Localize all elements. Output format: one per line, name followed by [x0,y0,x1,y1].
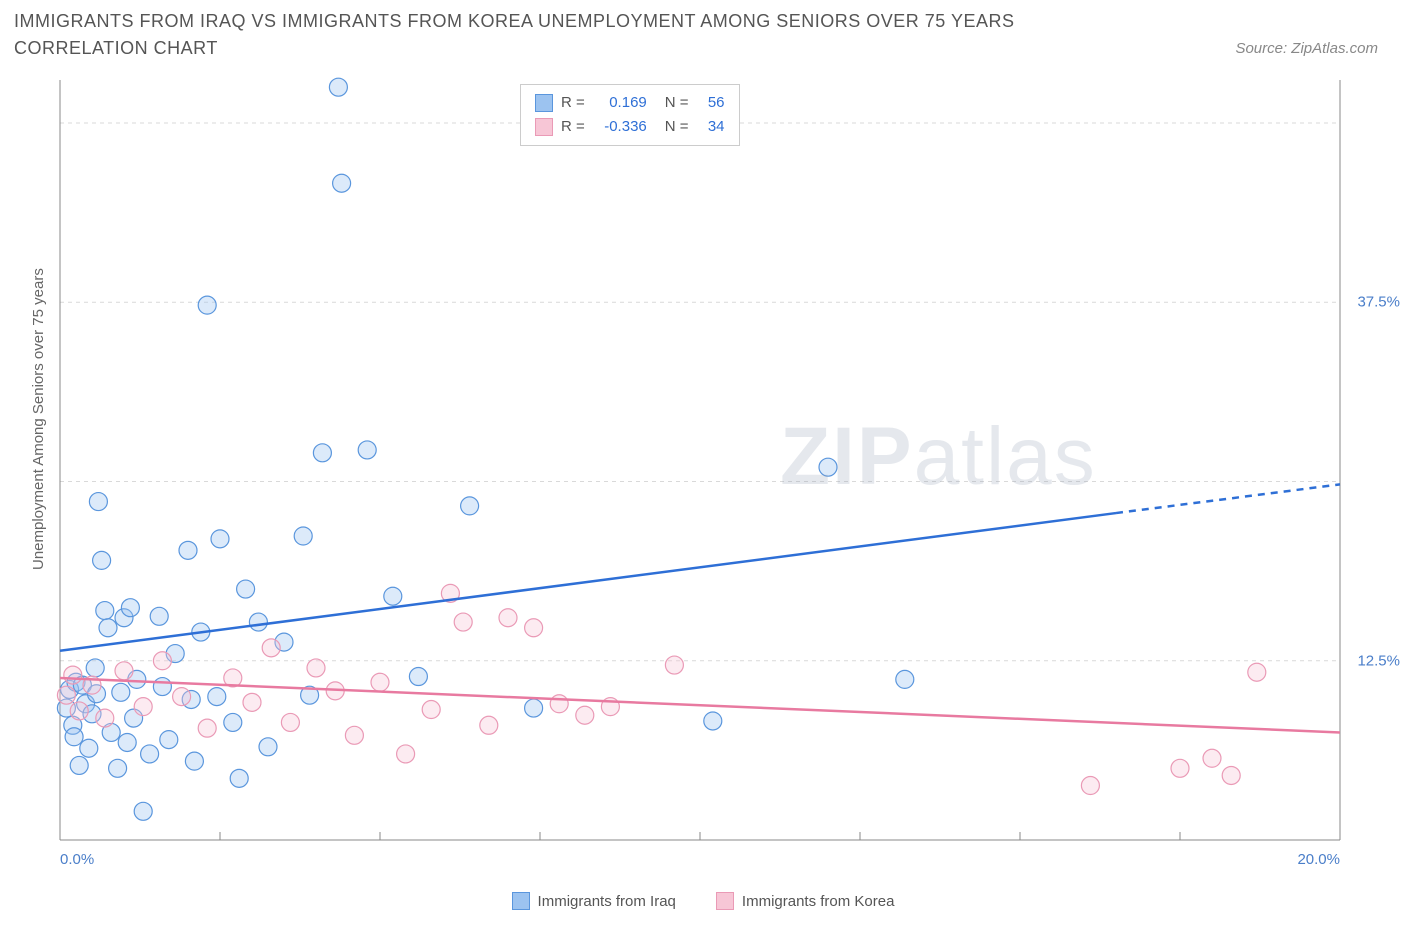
chart-title: IMMIGRANTS FROM IRAQ VS IMMIGRANTS FROM … [14,8,1114,62]
stat-n-label: N = [665,91,689,115]
legend-swatch [716,892,734,910]
legend-label: Immigrants from Iraq [538,893,676,910]
stat-n-value: 34 [697,115,725,139]
stat-r-label: R = [561,91,585,115]
bottom-legend: Immigrants from Iraq Immigrants from Kore… [0,892,1406,910]
stat-swatch [535,94,553,112]
stat-r-label: R = [561,115,585,139]
legend-item: Immigrants from Iraq [512,892,676,910]
x-tick-label: 20.0% [1297,851,1340,868]
legend-swatch [512,892,530,910]
source-attribution: Source: ZipAtlas.com [1235,40,1378,57]
stat-n-value: 56 [697,91,725,115]
legend-label: Immigrants from Korea [742,893,895,910]
y-tick-label: 37.5% [1357,294,1400,311]
stat-r-value: 0.169 [593,91,647,115]
y-tick-label: 12.5% [1357,652,1400,669]
y-axis-label: Unemployment Among Seniors over 75 years [30,268,47,570]
x-tick-label: 0.0% [60,851,94,868]
scatter-chart-svg [60,80,1340,840]
stat-legend-row: R = 0.169 N = 56 [535,91,725,115]
stat-r-value: -0.336 [593,115,647,139]
chart-area: ZIPatlas R =0.169N =56R =-0.336N =34 12.… [60,80,1340,840]
statistics-legend: R = 0.169 N = 56 R = -0.336 N = 34 [520,84,740,146]
stat-n-label: N = [665,115,689,139]
stat-swatch [535,118,553,136]
stat-legend-row: R = -0.336 N = 34 [535,115,725,139]
legend-item: Immigrants from Korea [716,892,895,910]
